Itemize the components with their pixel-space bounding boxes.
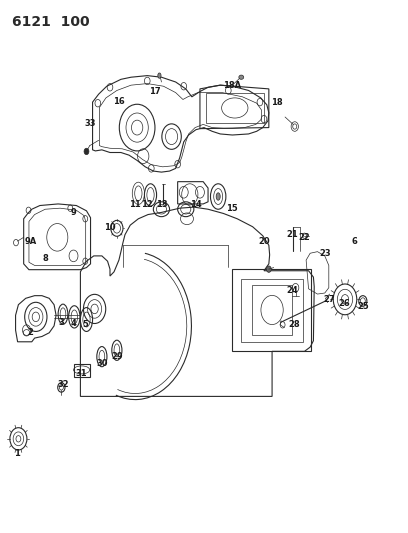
Text: 17: 17 (149, 87, 160, 96)
Ellipse shape (266, 266, 271, 272)
Text: 33: 33 (85, 119, 96, 128)
Text: 13: 13 (155, 200, 167, 209)
Text: 23: 23 (320, 249, 331, 258)
Text: 29: 29 (111, 352, 123, 361)
Text: 11: 11 (129, 200, 141, 209)
Text: 9: 9 (71, 208, 76, 217)
Text: 16: 16 (113, 96, 125, 106)
Text: 24: 24 (286, 286, 298, 295)
Text: 22: 22 (299, 233, 310, 242)
Text: 9A: 9A (24, 237, 37, 246)
Text: 21: 21 (286, 230, 298, 239)
Text: 3: 3 (58, 318, 64, 327)
Bar (252, 285, 293, 335)
Bar (233, 269, 311, 351)
Text: 15: 15 (226, 204, 238, 213)
Text: 30: 30 (96, 359, 108, 367)
Text: 14: 14 (190, 200, 202, 209)
Text: 18A: 18A (223, 80, 242, 90)
Text: 31: 31 (76, 369, 87, 378)
Text: 18: 18 (271, 98, 283, 107)
Text: 6121  100: 6121 100 (11, 14, 89, 29)
Text: 10: 10 (104, 223, 116, 232)
Text: 6: 6 (352, 237, 358, 246)
Text: 1: 1 (14, 449, 20, 458)
Ellipse shape (84, 148, 89, 155)
Bar (73, 364, 90, 377)
Text: 8: 8 (42, 254, 48, 263)
Ellipse shape (158, 73, 161, 78)
Text: 12: 12 (142, 200, 153, 209)
Text: 5: 5 (83, 320, 89, 329)
Ellipse shape (239, 75, 244, 79)
Text: 28: 28 (288, 320, 300, 329)
Text: 25: 25 (357, 302, 369, 311)
Ellipse shape (216, 193, 220, 200)
Text: 20: 20 (258, 237, 270, 246)
Text: 27: 27 (323, 295, 335, 304)
Text: 2: 2 (28, 328, 33, 337)
Text: 32: 32 (57, 379, 69, 389)
Text: 26: 26 (338, 299, 350, 308)
Text: 4: 4 (71, 319, 76, 328)
Bar (241, 279, 303, 342)
